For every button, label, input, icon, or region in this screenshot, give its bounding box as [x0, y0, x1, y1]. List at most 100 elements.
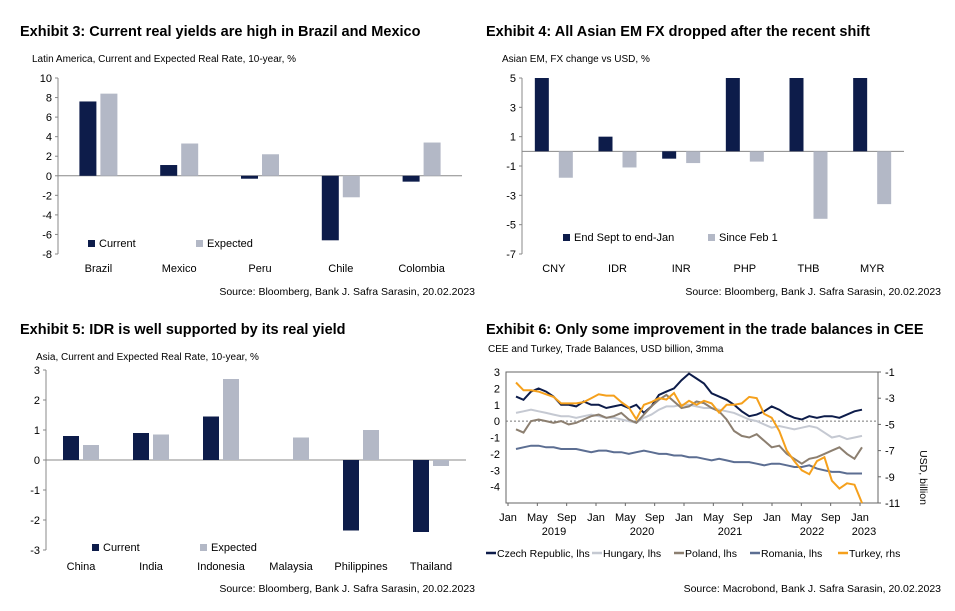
x-tick-label: Sep	[733, 512, 753, 524]
bar	[79, 101, 97, 176]
bar	[877, 151, 892, 205]
y-tick-label: -2	[42, 190, 52, 202]
legend-swatch	[708, 234, 715, 241]
chart-source: Source: Macrobond, Bank J. Safra Sarasin…	[683, 583, 941, 595]
x-tick-label: Sep	[557, 512, 577, 524]
bar	[534, 78, 549, 152]
bar	[83, 445, 99, 460]
exhibit-3-panel: Exhibit 3: Current real yields are high …	[20, 24, 475, 310]
y-tick-label: -1	[506, 161, 516, 173]
bar	[153, 434, 169, 460]
bar	[789, 78, 804, 152]
legend-label: Expected	[207, 238, 253, 250]
y-tick-label: -6	[42, 229, 52, 241]
x-tick-label: May	[615, 512, 636, 524]
x-tick-label: Mexico	[162, 263, 197, 275]
chart-subtitle: Latin America, Current and Expected Real…	[32, 54, 297, 65]
legend-swatch	[200, 544, 207, 551]
chart-subtitle: CEE and Turkey, Trade Balances, USD bill…	[488, 344, 724, 355]
bar	[160, 165, 178, 176]
exhibit-6-chart: 3 2 1 0 -1 -2 -3 -4 -1 -3 -5 -7 -9 -11 USD, billion Jan…	[486, 367, 929, 560]
bar	[558, 151, 573, 178]
x-tick-label: Brazil	[85, 263, 113, 275]
x-tick-label: Jan	[763, 512, 781, 524]
y-tick-label: -1	[30, 485, 40, 497]
y-tick-label: 2	[34, 395, 40, 407]
series-line	[515, 393, 863, 465]
plot-frame	[505, 371, 879, 504]
bar	[203, 416, 219, 460]
y-tick-label-left: -2	[490, 449, 500, 461]
y-tick-label: -3	[30, 545, 40, 557]
x-year-label: 2022	[800, 526, 824, 538]
legend-label: End Sept to end-Jan	[574, 232, 674, 244]
y-tick-label-right: -1	[885, 367, 895, 379]
bar	[100, 93, 118, 176]
x-tick-label: THB	[798, 263, 820, 275]
bar	[241, 175, 258, 179]
y-tick-label: 6	[46, 112, 52, 124]
legend-swatch	[196, 240, 203, 247]
bar	[662, 151, 677, 159]
exhibit-4-panel: Exhibit 4: All Asian EM FX dropped after…	[486, 24, 941, 310]
y-tick-label-right: -3	[885, 393, 895, 405]
y-tick-label: -4	[42, 210, 52, 222]
exhibit-5-chart: 3 2 1 0 -1 -2 -3 China India Indonesia Malaysia Phi…	[30, 365, 466, 573]
exhibit-4-chart: 5 3 1 -1 -3 -5 -7 CNY IDR INR PHP THB MYR End Sept to…	[506, 73, 904, 275]
legend-label: Turkey, rhs	[849, 548, 900, 560]
x-year-label: 2023	[852, 526, 876, 538]
legend-swatch	[563, 234, 570, 241]
bar	[63, 436, 79, 460]
y-tick-label: -3	[506, 190, 516, 202]
bar	[423, 142, 441, 176]
x-tick-label: India	[139, 561, 164, 573]
chart-title: Exhibit 3: Current real yields are high …	[20, 24, 421, 40]
legend-label: Since Feb 1	[719, 232, 778, 244]
y-tick-label: -8	[42, 249, 52, 261]
chart-subtitle: Asian EM, FX change vs USD, %	[502, 54, 650, 65]
bar	[343, 460, 359, 531]
x-tick-label: Jan	[851, 512, 869, 524]
x-year-label: 2020	[630, 526, 654, 538]
x-tick-label: INR	[672, 263, 691, 275]
x-tick-label: CNY	[542, 263, 566, 275]
bar	[813, 151, 828, 219]
chart-subtitle: Asia, Current and Expected Real Rate, 10…	[36, 352, 259, 363]
y-tick-label-left: -4	[490, 482, 500, 494]
y-tick-label: 8	[46, 93, 52, 105]
x-tick-label: Jan	[587, 512, 605, 524]
series-line	[515, 444, 862, 475]
y-tick-label-left: 3	[494, 367, 500, 379]
bar	[413, 460, 429, 532]
x-tick-label: China	[67, 561, 97, 573]
y-tick-label-left: -1	[490, 433, 500, 445]
bar	[598, 136, 613, 152]
x-year-label: 2021	[718, 526, 742, 538]
y-tick-label: 1	[510, 132, 516, 144]
series-line	[515, 372, 863, 421]
x-tick-label: Indonesia	[197, 561, 246, 573]
legend-label: Hungary, lhs	[603, 548, 661, 560]
legend-label: Poland, lhs	[685, 548, 737, 560]
x-tick-label: Philippines	[334, 561, 388, 573]
series-line	[515, 381, 863, 504]
y-tick-label-left: -3	[490, 465, 500, 477]
y-tick-label: 0	[46, 171, 52, 183]
y-tick-label: 3	[34, 365, 40, 377]
series-line	[515, 403, 863, 441]
bar	[402, 175, 420, 182]
x-tick-label: Colombia	[398, 263, 445, 275]
x-tick-label: Jan	[675, 512, 693, 524]
bar	[363, 430, 379, 460]
chart-title: Exhibit 5: IDR is well supported by its …	[20, 322, 346, 338]
bar	[293, 437, 309, 460]
legend-label: Current	[103, 542, 140, 554]
bar	[133, 433, 149, 460]
y-tick-label: 10	[40, 73, 52, 85]
bar	[853, 78, 868, 152]
chart-title: Exhibit 4: All Asian EM FX dropped after…	[486, 24, 871, 40]
y-tick-label: -2	[30, 515, 40, 527]
bar	[223, 379, 239, 460]
y-tick-label-left: 2	[494, 383, 500, 395]
exhibit-5-panel: Exhibit 5: IDR is well supported by its …	[20, 322, 475, 602]
